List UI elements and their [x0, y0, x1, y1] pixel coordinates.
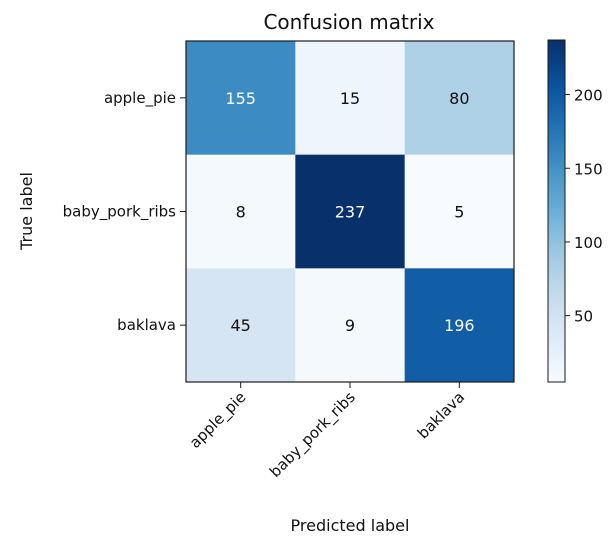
x-tick-label: apple_pie: [186, 388, 250, 452]
cell-value-label: 5: [454, 203, 464, 222]
heatmap-cell: [404, 268, 515, 383]
x-axis-label: Predicted label: [291, 516, 410, 535]
x-tick-label: baby_pork_ribs: [266, 388, 360, 482]
cell-value-label: 45: [230, 316, 250, 335]
colorbar-tick-label: 200: [574, 87, 603, 105]
heatmap-cell: [295, 154, 406, 269]
colorbar-tick-label: 100: [574, 234, 603, 252]
cell-value-label: 9: [345, 316, 355, 335]
colorbar-tick-label: 50: [574, 308, 593, 326]
chart-title: Confusion matrix: [263, 10, 434, 34]
cell-value-label: 155: [225, 89, 256, 108]
heatmap-cell: [295, 41, 406, 156]
y-axis-label: True label: [17, 172, 36, 251]
heatmap-cell: [404, 154, 515, 269]
colorbar-ticks: 50 100 150 200: [565, 87, 603, 326]
heatmap-cells: [186, 41, 515, 383]
colorbar-tick-label: 150: [574, 160, 603, 178]
heatmap-cell: [186, 41, 296, 156]
y-tick-label: apple_pie: [104, 89, 176, 108]
cell-value-labels: 155 15 80 8 237 5 45 9 196: [225, 89, 474, 335]
x-axis-ticks: apple_pie baby_pork_ribs baklava: [186, 382, 468, 482]
heatmap-cell: [186, 268, 296, 383]
heatmap-cell: [404, 41, 515, 156]
cell-value-label: 8: [236, 203, 246, 222]
cell-value-label: 237: [335, 203, 366, 222]
heatmap-cell: [186, 154, 296, 269]
heatmap-cell: [295, 268, 406, 383]
y-tick-label: baklava: [117, 316, 176, 334]
cell-value-label: 80: [449, 89, 469, 108]
x-tick-label: baklava: [414, 388, 468, 442]
colorbar: [547, 39, 566, 383]
cell-value-label: 196: [444, 316, 475, 335]
y-tick-label: baby_pork_ribs: [63, 203, 177, 222]
cell-value-label: 15: [340, 89, 360, 108]
